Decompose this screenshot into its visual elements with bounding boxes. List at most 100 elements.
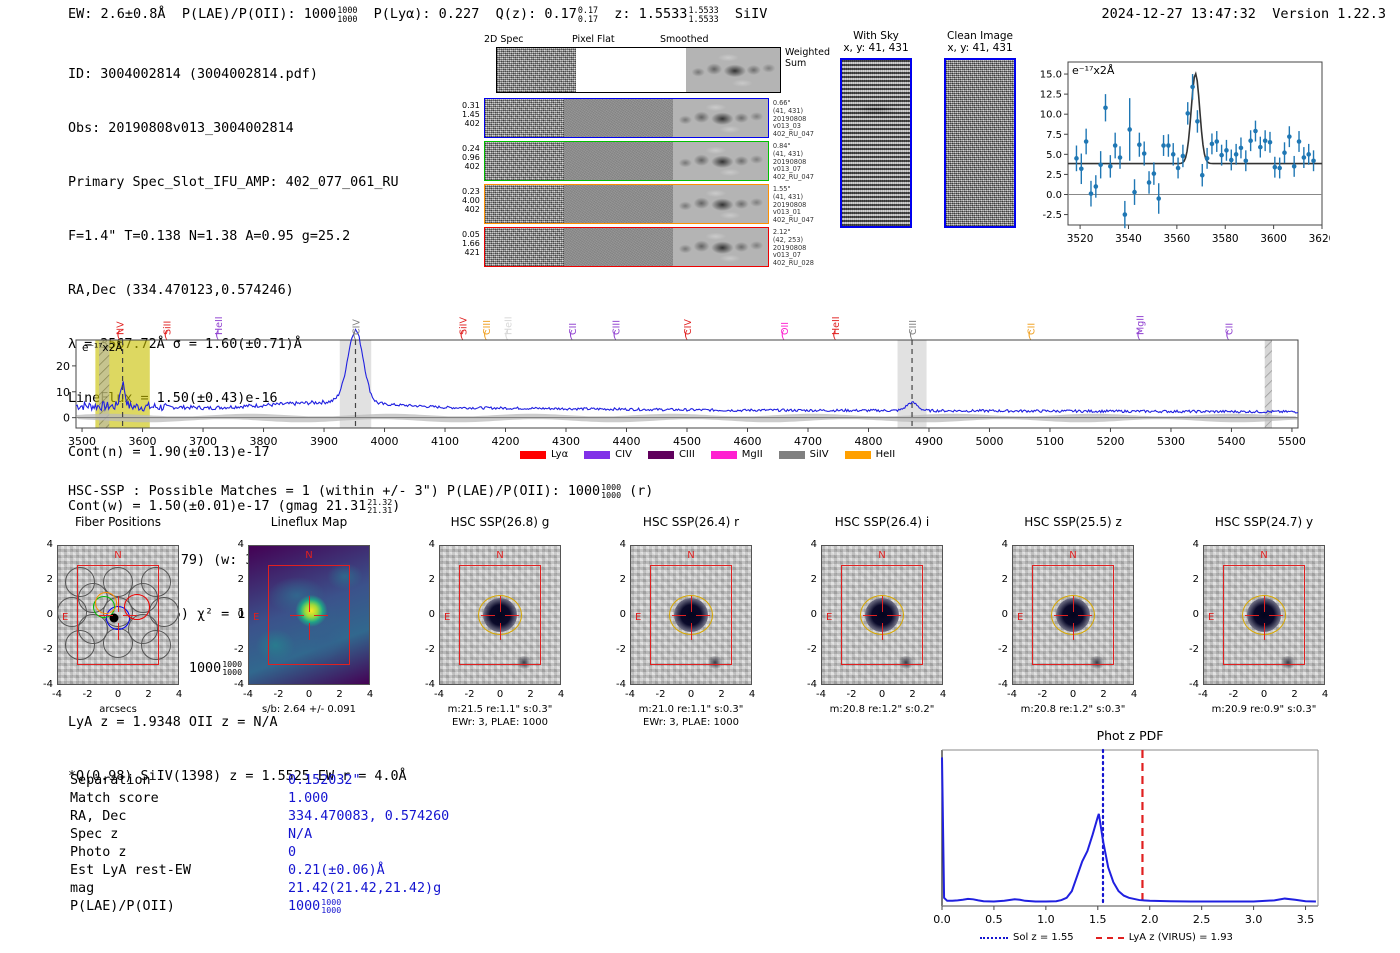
spec2d-title-smoothed: Smoothed: [660, 34, 709, 45]
spectrum-line-marker-bracket: (: [781, 328, 785, 341]
info-gmag-fraction: 21.32 21.31: [367, 497, 393, 516]
spectrum-legend-entry: Lyα: [520, 449, 568, 460]
extraction-box: [650, 565, 732, 665]
spectrum-line-marker-bracket: (: [909, 328, 913, 341]
spectrum-line-marker-bracket: (: [613, 328, 617, 341]
crosshair-horizontal-right: [122, 615, 138, 616]
crosshair-vertical-bottom: [500, 623, 501, 640]
spectrum-line-marker-label: OII: [780, 322, 791, 335]
match-table-value: 1.000: [288, 791, 329, 806]
extraction-box: [459, 565, 541, 665]
cutout-ytick: 0: [237, 609, 244, 620]
spectrum-ytick: 0: [63, 412, 70, 425]
line-profile-xtick: 3560: [1163, 233, 1190, 245]
cutout-xtick: 2: [1291, 689, 1298, 700]
fiber-circle: [148, 597, 179, 628]
spectrum-line-marker-bracket: (: [215, 328, 219, 341]
cutout-xtick: 0: [496, 689, 504, 700]
spectrum-xtick: 5300: [1157, 435, 1185, 448]
crosshair-horizontal-right: [1268, 615, 1284, 616]
header-zline: SiIV: [734, 6, 768, 23]
cutout-xtick: 0: [878, 689, 886, 700]
cutout-xtick: 0: [687, 689, 695, 700]
cutout-ytick: 0: [1001, 609, 1008, 620]
cutout-xtick: 2: [336, 689, 343, 700]
match-table-value: 0.21(±0.06)Å: [288, 863, 385, 878]
cutout-ytick: -2: [616, 644, 626, 655]
cutout-ytick: 4: [428, 539, 435, 550]
compass-north-label: N: [305, 550, 313, 561]
spectrum-xtick: 5100: [1036, 435, 1064, 448]
spec2d-fiber-row: 0.31 1.45 402 0.66" (41, 431) 20190808 v013_03…: [462, 98, 814, 139]
crosshair-vertical-top: [882, 595, 883, 613]
spectrum-legend-swatch: [710, 450, 737, 459]
crosshair-vertical-top: [500, 595, 501, 613]
spec2d-fiber-meta: 2.12" (42, 253) 20190808 v013_07 402_RU_028: [772, 227, 814, 268]
hsc-header-text: HSC-SSP : Possible Matches = 1 (within +…: [68, 483, 601, 499]
info-id: ID: 3004002814 (3004002814.pdf): [68, 67, 318, 82]
spectrum-legend-label: CIII: [678, 449, 695, 460]
match-table-value: 1000 1000 1000: [288, 897, 342, 916]
line-profile-xtick: 3600: [1260, 233, 1287, 245]
spec2d-weighted-sum-images: [496, 47, 781, 93]
clean-image-title: Clean Image: [946, 30, 1014, 42]
fiber-circle: [57, 597, 88, 628]
spec2d-weighted-pixelflat: [576, 48, 686, 92]
spectrum-xtick: 4300: [552, 435, 580, 448]
cutout-panel-title: HSC SSP(25.5) z: [1024, 515, 1122, 529]
cutout-ytick: 0: [46, 609, 53, 620]
spectrum-line-marker-label: HeII: [831, 316, 842, 335]
info-lya-oii-z: LyA z = 1.9348 OII z = N/A: [68, 715, 278, 730]
cutout-xtick: 4: [175, 689, 183, 700]
crosshair-vertical-top: [1073, 595, 1074, 613]
compass-east-label: E: [253, 612, 260, 624]
cutout-ytick: -2: [807, 644, 817, 655]
cutout-ytick: -4: [807, 679, 817, 690]
cutout-ytick: 2: [619, 574, 626, 585]
match-table-key: Match score: [70, 791, 159, 806]
cutout-ytick: -2: [998, 644, 1008, 655]
compass-north-label: N: [496, 550, 504, 561]
line-profile-data-points: [1074, 74, 1316, 229]
extraction-box: [1032, 565, 1114, 665]
cutout-caption-primary: m:20.8 re:1.2" s:0.2": [829, 704, 935, 715]
compass-east-label: E: [1208, 612, 1215, 624]
spec2d-column-titles: 2D Spec Pixel Flat Smoothed: [462, 34, 760, 47]
spec2d-title-2dspec: 2D Spec: [484, 34, 524, 45]
highlighted-fiber-circle: [95, 591, 117, 614]
spectrum-line-marker-bracket: (: [832, 328, 836, 341]
cutout-ytick: 2: [428, 574, 435, 585]
line-profile-units-label: e⁻¹⁷x2Å: [1072, 64, 1115, 77]
extraction-box: [77, 565, 159, 665]
spectrum-legend-swatch: [844, 450, 871, 459]
cutout-xtick: 0: [1260, 689, 1268, 700]
spectrum-legend-entry: CIII: [647, 449, 695, 460]
cutout-ytick: 4: [810, 539, 817, 550]
spectrum-ytick: 20: [56, 360, 70, 373]
cutout-xtick: 4: [366, 689, 374, 700]
spec2d-weighted-smoothed: [685, 48, 780, 92]
extraction-box: [841, 565, 923, 665]
spec2d-weighted-2dspec: [497, 48, 577, 92]
cutout-xtick: -4: [1198, 689, 1208, 700]
compass-north-label: N: [687, 550, 695, 561]
cutout-caption-primary: m:20.9 re:0.9" s:0.3": [1211, 704, 1317, 715]
spectrum-line-marker-label: NV: [116, 321, 127, 335]
photz-legend-swatch: [980, 936, 1008, 939]
cutout-xtick: 2: [145, 689, 152, 700]
spec2d-fiber-pixelflat: [564, 141, 674, 180]
spectrum-xtick: 5400: [1217, 435, 1245, 448]
photz-pdf-curve: [941, 757, 1316, 903]
compass-east-label: E: [444, 612, 451, 624]
